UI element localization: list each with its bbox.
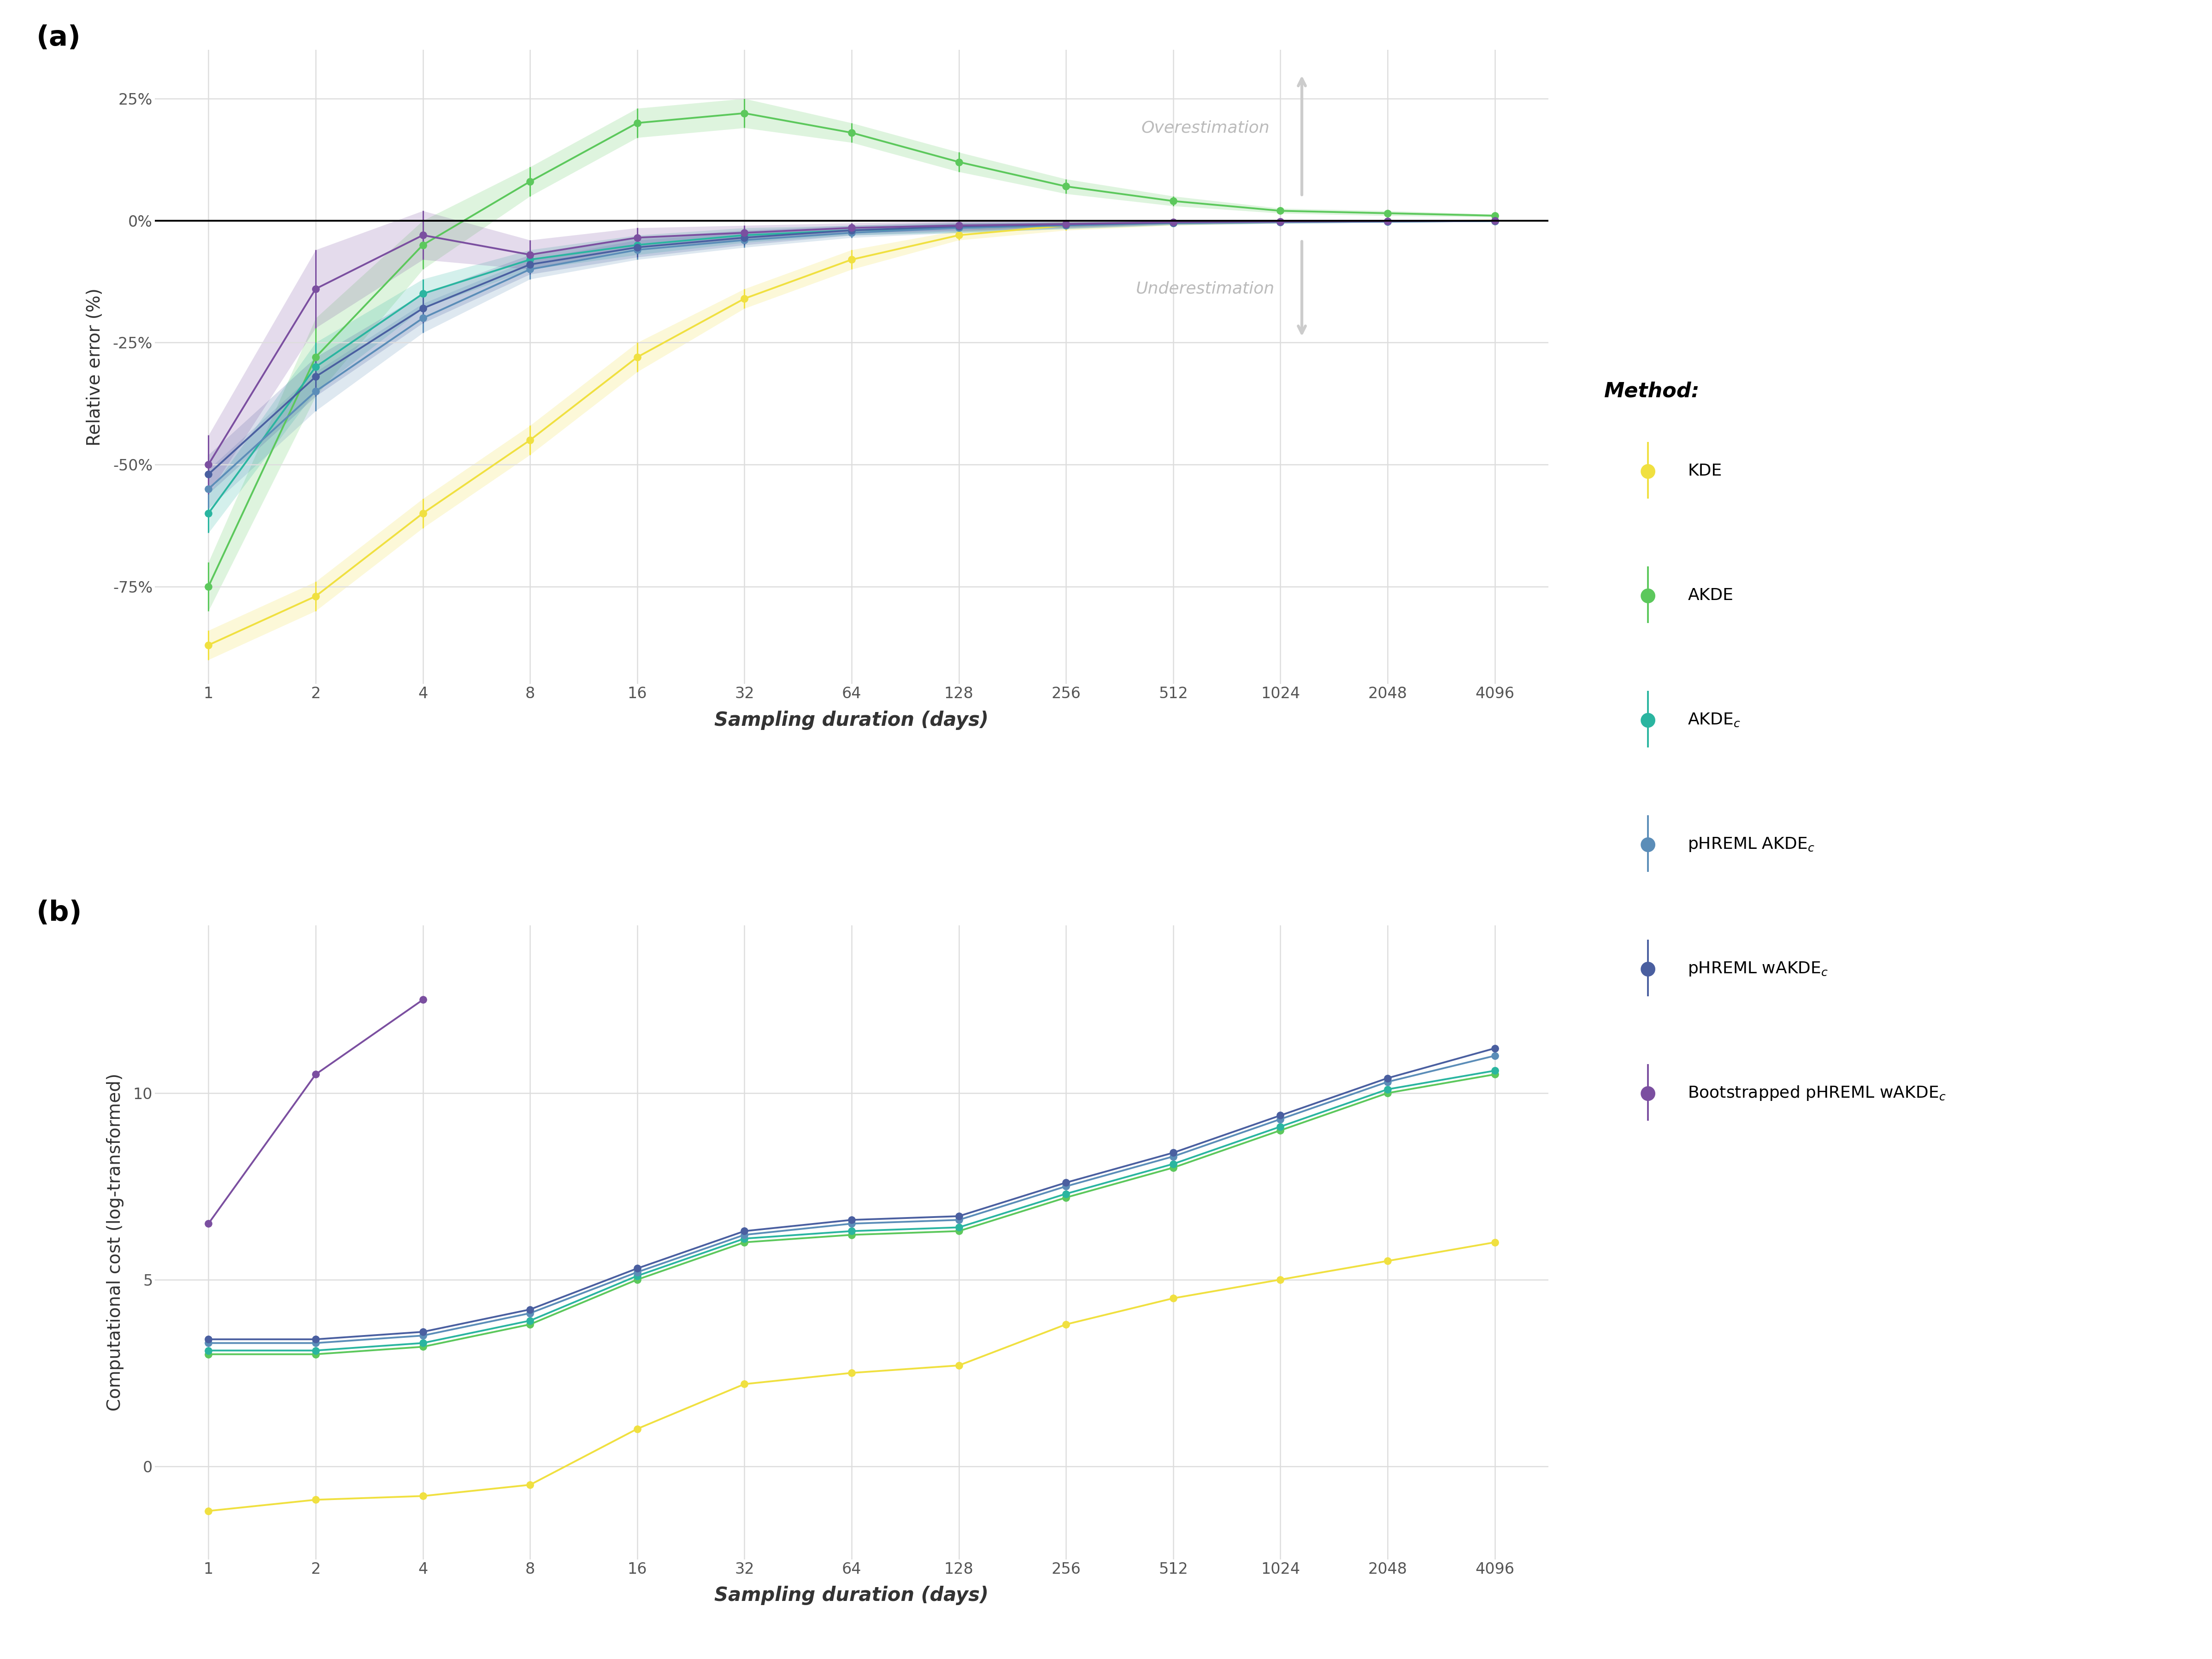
- Text: KDE: KDE: [1688, 463, 1721, 479]
- Text: Bootstrapped pHREML wAKDE$_c$: Bootstrapped pHREML wAKDE$_c$: [1688, 1085, 1947, 1102]
- Text: ●: ●: [1639, 834, 1657, 854]
- Text: ●: ●: [1639, 586, 1657, 606]
- Y-axis label: Computational cost (log-transformed): Computational cost (log-transformed): [106, 1073, 124, 1412]
- Y-axis label: Relative error (%): Relative error (%): [86, 289, 104, 446]
- Text: AKDE: AKDE: [1688, 587, 1734, 604]
- Text: ●: ●: [1639, 710, 1657, 730]
- Text: ●: ●: [1639, 959, 1657, 979]
- X-axis label: Sampling duration (days): Sampling duration (days): [714, 710, 989, 730]
- Text: pHREML wAKDE$_c$: pHREML wAKDE$_c$: [1688, 961, 1829, 977]
- Text: (a): (a): [35, 25, 82, 51]
- Text: ●: ●: [1639, 461, 1657, 481]
- Text: Underestimation: Underestimation: [1137, 280, 1274, 297]
- Text: (b): (b): [35, 899, 82, 927]
- Text: ●: ●: [1639, 1083, 1657, 1103]
- Text: Method:: Method:: [1604, 382, 1699, 401]
- Text: Overestimation: Overestimation: [1141, 119, 1270, 136]
- X-axis label: Sampling duration (days): Sampling duration (days): [714, 1586, 989, 1606]
- Text: AKDE$_c$: AKDE$_c$: [1688, 712, 1741, 728]
- Text: pHREML AKDE$_c$: pHREML AKDE$_c$: [1688, 836, 1814, 853]
